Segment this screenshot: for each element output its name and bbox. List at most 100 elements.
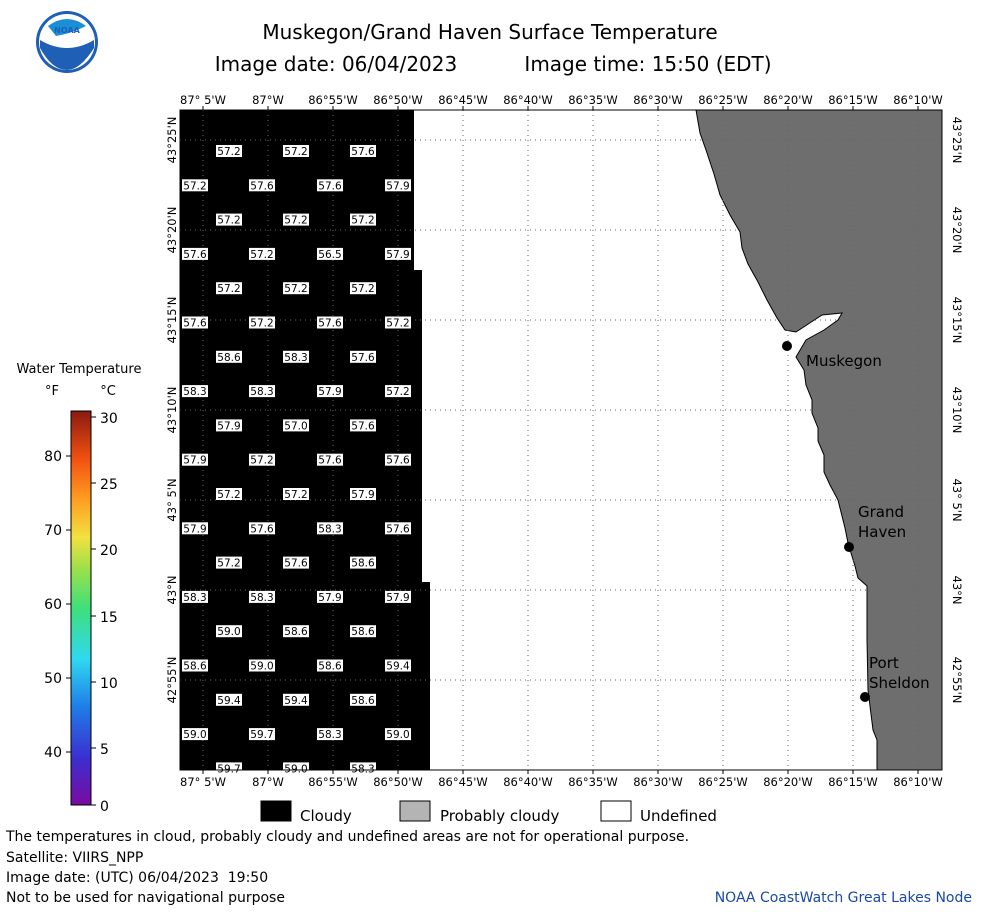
- sst-value-box: [317, 316, 343, 329]
- legend-swatch-undefined: [600, 800, 632, 822]
- longitude-label: 86°45'W: [438, 93, 488, 107]
- legend-label-undefined: Undefined: [640, 807, 717, 825]
- sst-value: 59.0: [386, 729, 409, 741]
- sst-value-box: [350, 213, 376, 226]
- sst-value: 58.3: [318, 523, 341, 535]
- sst-value-box: [385, 179, 411, 192]
- sst-value: 58.6: [183, 661, 207, 673]
- sst-value-box: [350, 282, 376, 295]
- sst-labels: 57.2 57.2 57.6 57.2 57.6 57.6 57.9 57.2 57.2 57.2…: [182, 145, 411, 775]
- sst-value: 57.6: [318, 455, 342, 467]
- longitude-label: 87° 5'W: [180, 775, 226, 789]
- sst-value-box: [182, 385, 208, 398]
- latitude-label: 43°10'N: [165, 387, 179, 434]
- sst-value: 58.3: [318, 729, 341, 741]
- latitude-label: 43°25'N: [165, 117, 179, 164]
- colorbar-c-label: 30: [100, 411, 118, 427]
- longitude-labels-top: 87° 5'W 87°W 86°55'W 86°50'W 86°45'W 86°40'W 8…: [180, 93, 943, 110]
- sst-value-box: [216, 282, 242, 295]
- city-marker: [844, 542, 854, 552]
- footer-satellite: Satellite: VIIRS_NPP: [6, 850, 143, 866]
- sst-value: 57.2: [386, 386, 409, 398]
- sst-value-box: [385, 247, 411, 260]
- sst-value: 58.3: [250, 592, 273, 604]
- sst-value: 57.2: [284, 146, 307, 158]
- sst-value-box: [317, 728, 343, 741]
- sst-value-box: [385, 385, 411, 398]
- image-time: Image time: 15:50 (EDT): [524, 52, 771, 76]
- sst-value-box: [249, 522, 275, 535]
- footer-nav-warning: Not to be used for navigational purpose: [6, 890, 285, 906]
- sst-value-box: [283, 762, 309, 775]
- sst-value-box: [216, 625, 242, 638]
- sst-value-box: [182, 316, 208, 329]
- sst-value: 58.6: [351, 695, 375, 707]
- city-label: Muskegon: [806, 352, 882, 370]
- city-label: Port: [869, 654, 899, 672]
- city-label: Sheldon: [869, 674, 930, 692]
- longitude-label: 86°25'W: [698, 775, 748, 789]
- sst-value: 58.6: [284, 626, 308, 638]
- latitude-label: 43° 5'N: [165, 478, 179, 521]
- sst-value: 57.9: [318, 592, 341, 604]
- sst-value-box: [317, 453, 343, 466]
- sst-value: 57.2: [250, 249, 273, 261]
- latitude-label: 42°55'N: [165, 657, 179, 704]
- sst-value-box: [249, 659, 275, 672]
- longitude-label: 86°55'W: [308, 775, 358, 789]
- longitude-label: 86°50'W: [373, 775, 423, 789]
- legend-label-probably-cloudy: Probably cloudy: [440, 807, 559, 825]
- sst-value: 57.6: [318, 318, 342, 330]
- sst-value: 59.0: [250, 661, 273, 673]
- colorbar-c-label: 0: [100, 799, 109, 815]
- colorbar-unit-f: °F: [45, 384, 59, 399]
- sst-value: 57.6: [250, 180, 274, 192]
- sst-value: 58.6: [318, 661, 342, 673]
- colorbar-f-label: 80: [44, 449, 62, 465]
- latitude-label: 43°25'N: [950, 117, 964, 164]
- sst-value: 57.9: [318, 386, 341, 398]
- longitude-label: 86°10'W: [893, 775, 943, 789]
- sst-value-box: [249, 179, 275, 192]
- sst-value: 57.2: [284, 283, 307, 295]
- sst-value: 57.2: [217, 215, 240, 227]
- colorbar-f-label: 70: [44, 523, 62, 539]
- city-marker: [782, 341, 792, 351]
- colorbar-f-label: 40: [44, 745, 62, 761]
- city-markers: Muskegon Grand Haven Port Sheldon: [782, 341, 930, 702]
- sst-value: 59.0: [183, 729, 206, 741]
- sst-value: 57.6: [386, 523, 410, 535]
- longitude-label: 86°25'W: [698, 93, 748, 107]
- sst-value: 57.2: [250, 455, 273, 467]
- sst-value-box: [249, 247, 275, 260]
- sst-value-box: [350, 762, 376, 775]
- sst-value-box: [216, 762, 242, 775]
- sst-value-box: [249, 316, 275, 329]
- colorbar: Water Temperature °F °C 8070605040302520…: [17, 362, 142, 815]
- sst-value: 57.9: [386, 592, 409, 604]
- sst-value: 58.6: [351, 558, 375, 570]
- sst-value-box: [283, 693, 309, 706]
- city-marker: [860, 692, 870, 702]
- sst-value: 59.0: [217, 626, 240, 638]
- longitude-label: 87°W: [252, 93, 284, 107]
- sst-value-box: [317, 179, 343, 192]
- colorbar-c-label: 15: [100, 610, 118, 626]
- sst-value: 57.6: [351, 420, 375, 432]
- sst-value: 59.0: [284, 763, 307, 775]
- sst-value-box: [385, 316, 411, 329]
- sst-value: 59.7: [250, 729, 273, 741]
- sst-value-box: [350, 145, 376, 157]
- sst-value: 57.6: [250, 523, 274, 535]
- sst-value-box: [350, 350, 376, 363]
- sst-value-box: [317, 522, 343, 535]
- latitude-label: 43° 5'N: [950, 478, 964, 521]
- latitude-label: 43°N: [165, 576, 179, 605]
- sst-value: 59.7: [217, 763, 240, 775]
- sst-value: 57.0: [284, 420, 307, 432]
- sst-value-box: [249, 385, 275, 398]
- sst-value: 57.6: [351, 146, 375, 158]
- sst-value: 57.6: [386, 455, 410, 467]
- sst-value: 59.4: [386, 661, 410, 673]
